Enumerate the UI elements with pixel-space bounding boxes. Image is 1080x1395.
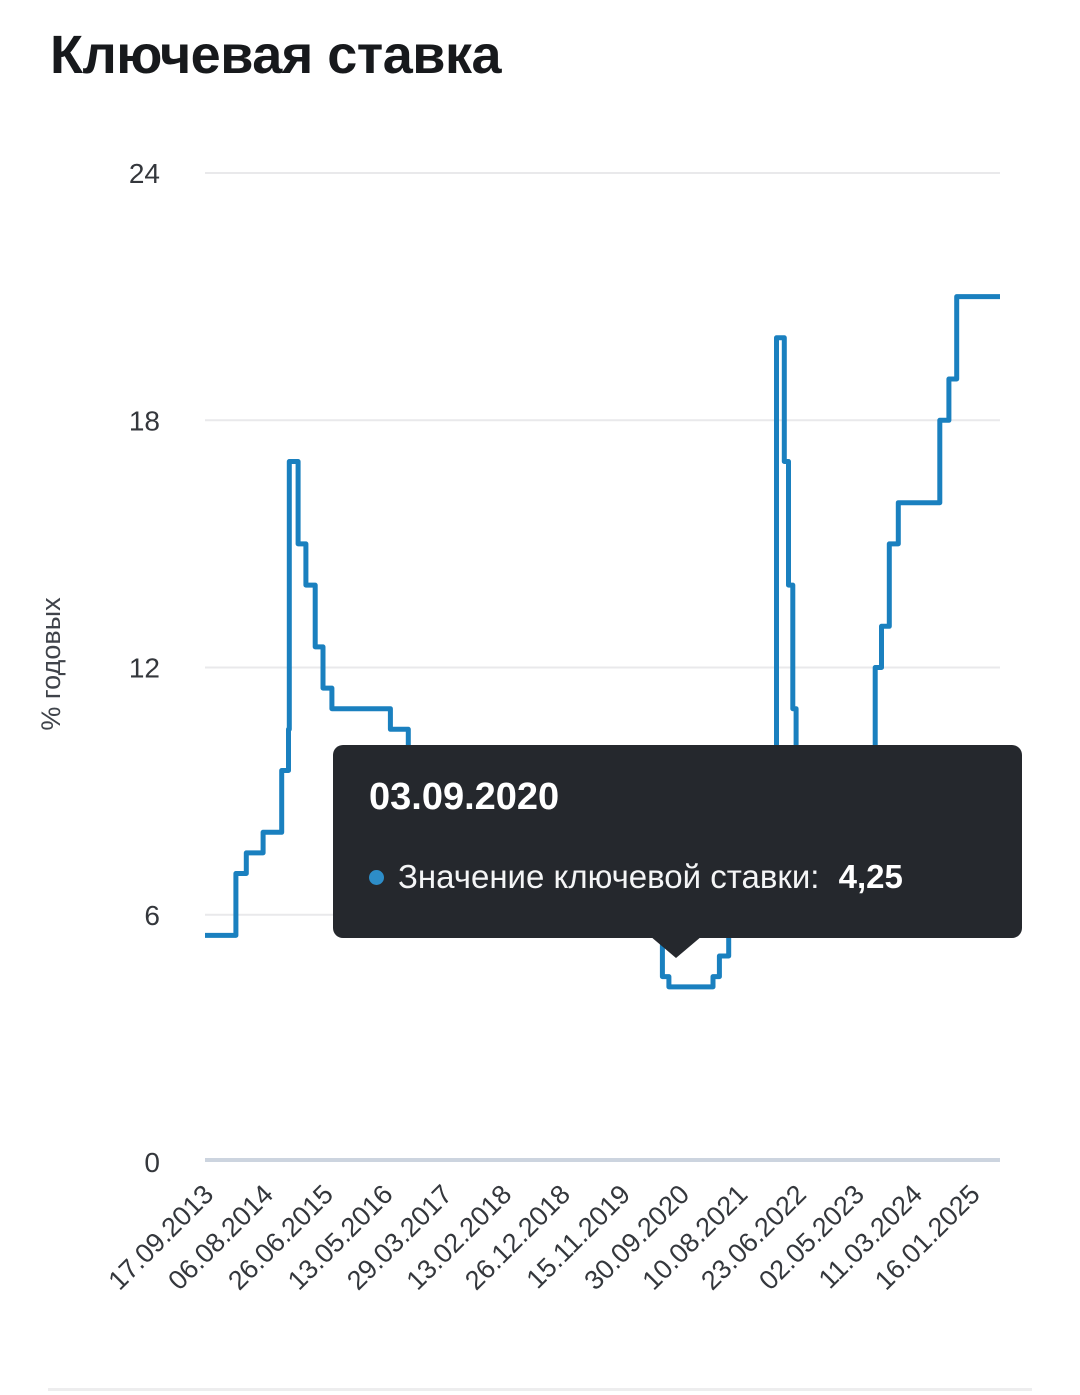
y-tick-12: 12 <box>129 653 160 684</box>
y-axis-title: % годовых <box>36 597 66 731</box>
tooltip-caret <box>649 936 702 958</box>
chart-tooltip: 03.09.2020 Значение ключевой ставки: 4,2… <box>333 745 1022 958</box>
y-tick-18: 18 <box>129 405 160 436</box>
tooltip-date: 03.09.2020 <box>369 776 560 818</box>
tooltip-value: 4,25 <box>838 858 903 895</box>
series-bullet-icon <box>369 869 384 885</box>
tooltip-series-row: Значение ключевой ставки: 4,25 <box>369 855 986 899</box>
page-title: Ключевая ставка <box>50 25 502 85</box>
y-tick-6: 6 <box>144 900 160 931</box>
tooltip-label: Значение ключевой ставки: <box>398 858 829 895</box>
bottom-divider <box>48 1388 1032 1391</box>
y-tick-24: 24 <box>129 158 160 189</box>
y-tick-0: 0 <box>144 1147 160 1178</box>
